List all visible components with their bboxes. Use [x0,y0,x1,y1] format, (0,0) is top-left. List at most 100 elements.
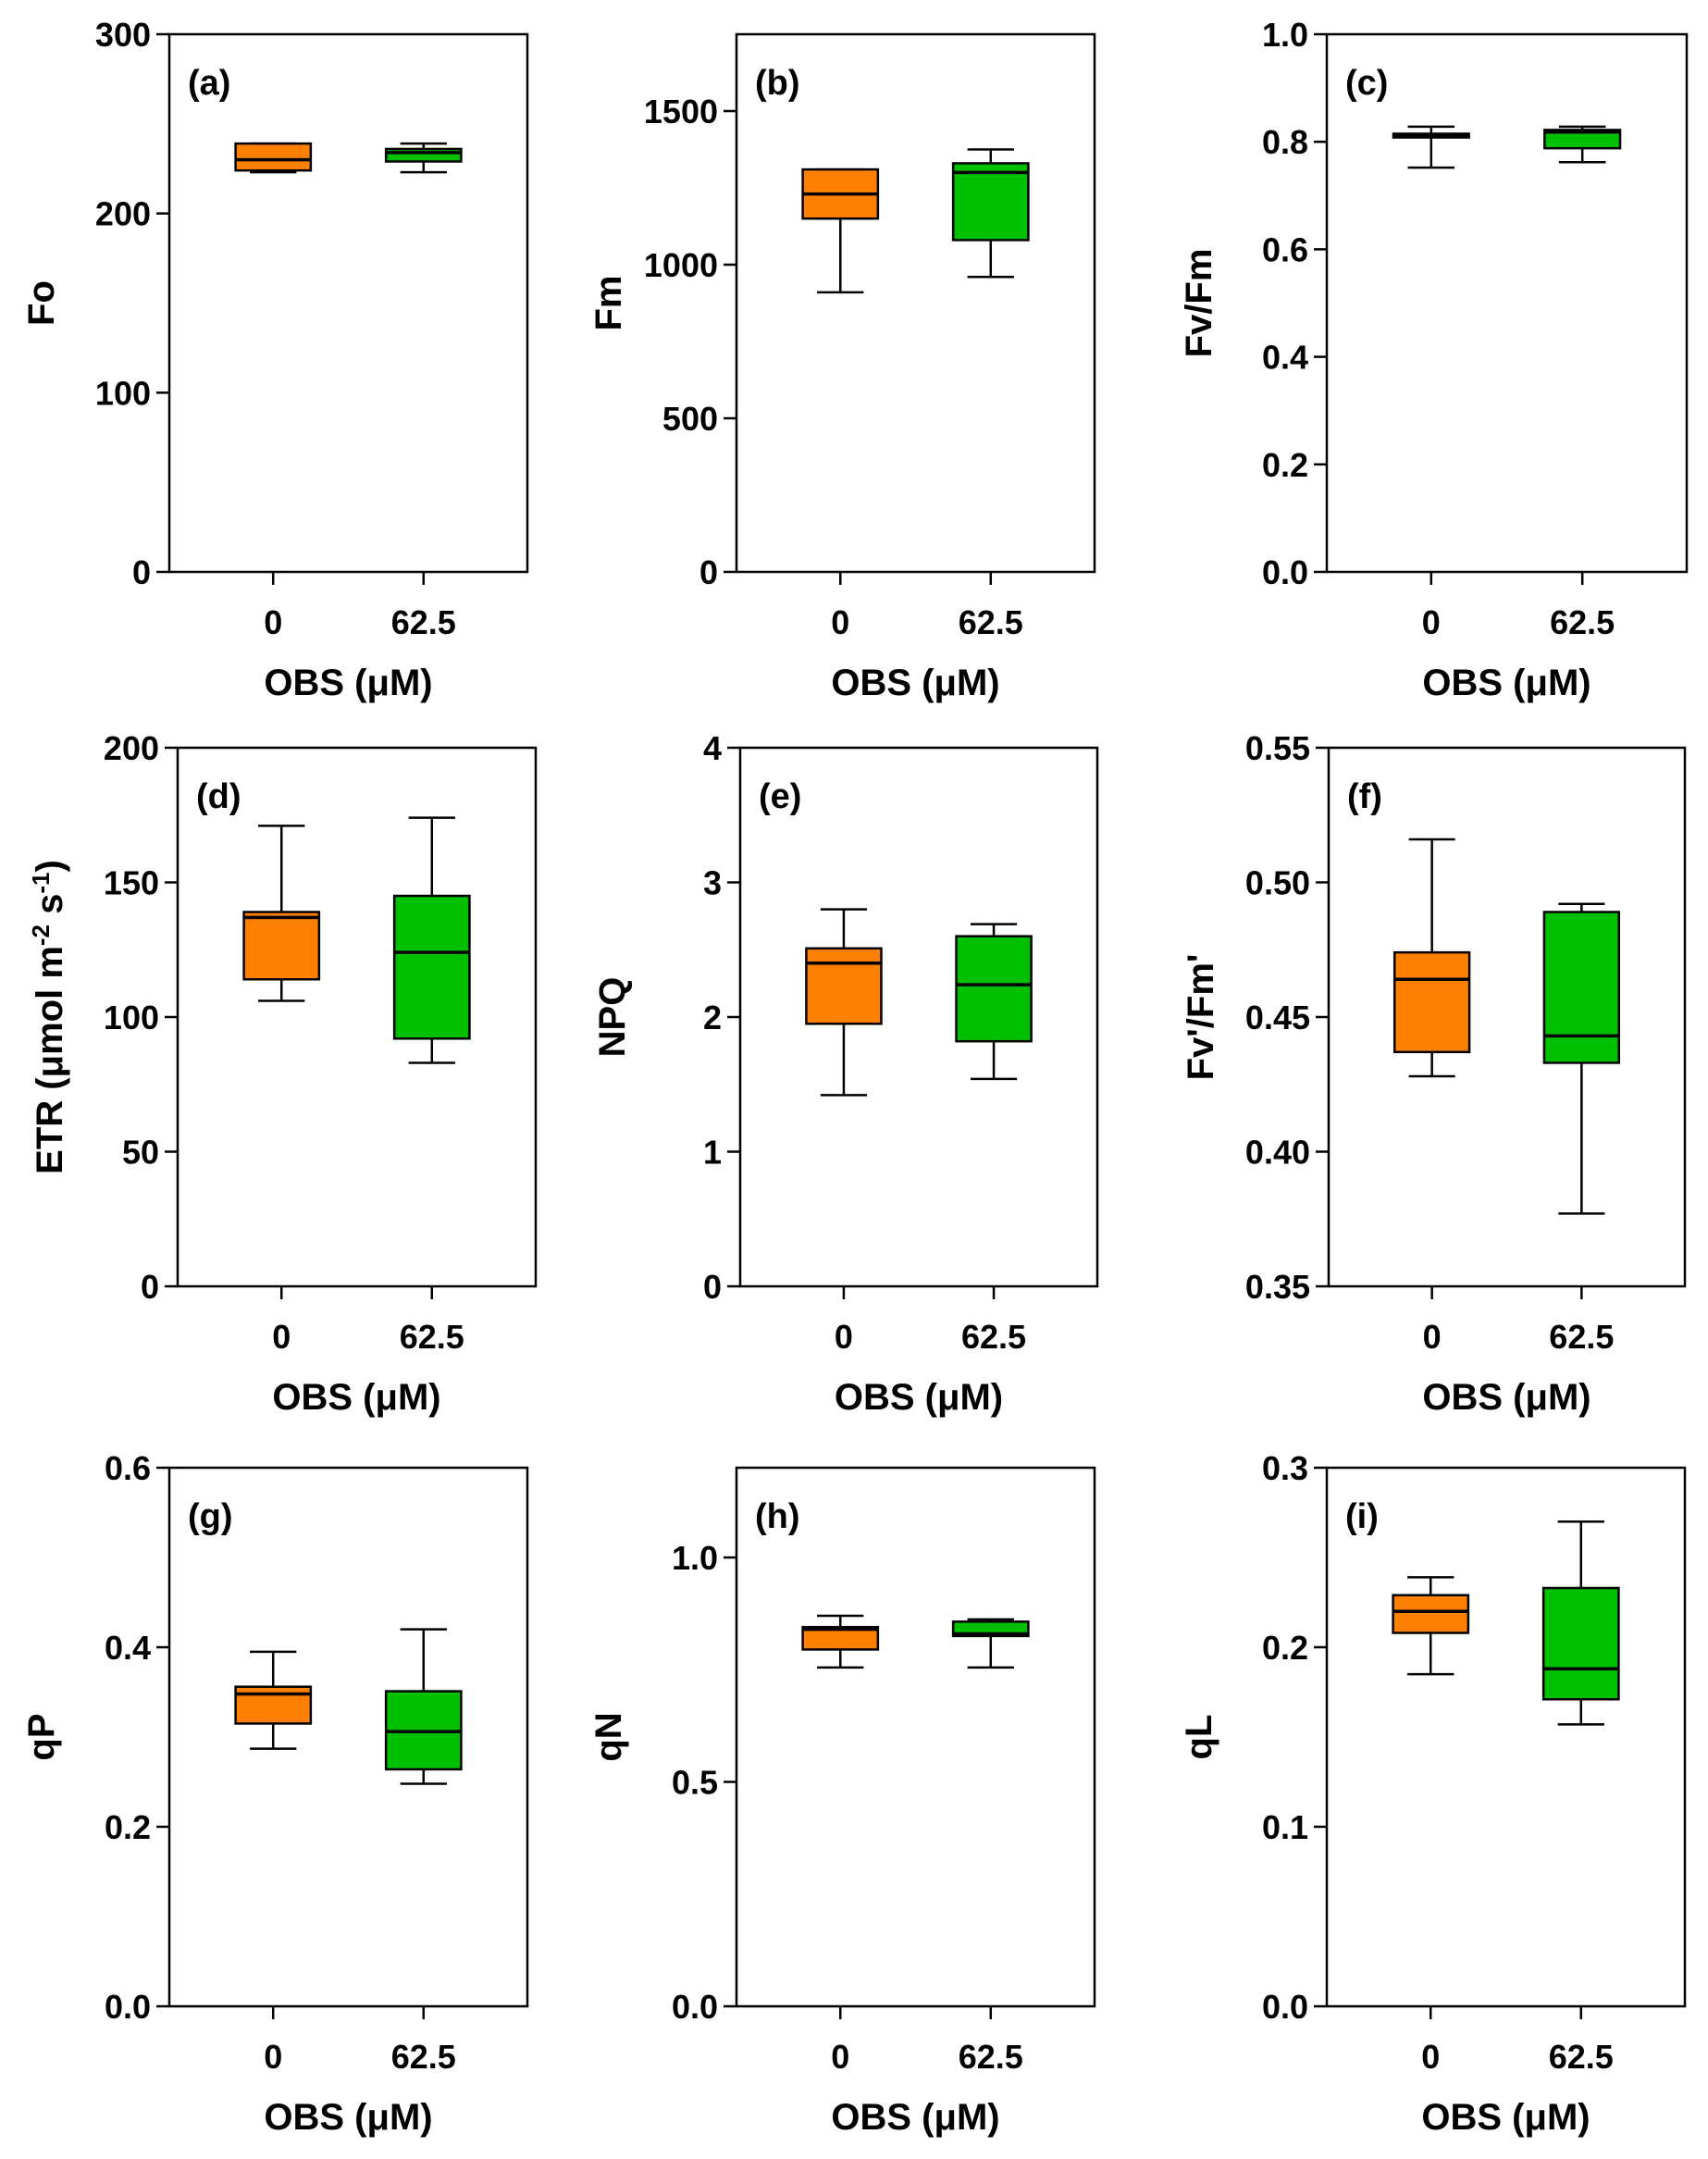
y-tick-label: 0.4 [105,1629,151,1667]
panel-7: 0.0 0.2 0.4 0.6 0 62.5 OBS (μM) qP (g) [21,1449,529,2138]
y-axis-label-part: ETR (μmol m [30,946,70,1174]
y-tick-label: 2 [703,999,722,1036]
box-62-5 [951,1618,1030,1669]
y-axis-label: qN [588,1712,629,1761]
iqr-box [1542,911,1621,1064]
panel-label: (i) [1345,1497,1379,1536]
panel-9: 0.0 0.1 0.2 0.3 0 62.5 OBS (μM) qL (i) [1179,1449,1687,2138]
box-62-5 [384,1628,463,1785]
box-62-5 [955,923,1033,1081]
y-tick-label: 0.2 [105,1808,151,1846]
y-tick-label: 3 [703,864,722,902]
plot-frame [1327,746,1687,1288]
box-0 [242,825,321,1002]
y-tick-label: 150 [104,864,159,902]
y-tick-label: 4 [703,729,722,767]
panel-label: (e) [759,777,801,816]
box-62-5 [1543,125,1622,164]
y-axis-label-part: -1 [27,873,55,894]
box-62-5 [392,816,471,1064]
iqr-box [234,142,313,172]
y-tick-label: 0 [699,553,718,591]
y-tick-label: 0 [703,1268,722,1306]
y-tick-label: 0.6 [1262,230,1308,268]
y-tick-label: 0.8 [1262,123,1308,161]
y-axis-label: Fo [21,280,62,326]
x-axis-label: OBS (μM) [1422,663,1590,703]
y-tick-label: 0.2 [1262,1629,1308,1667]
panel-3: 0.0 0.2 0.4 0.6 0.8 1.0 0 62.5 OBS (μM) Fv/Fm (c) [1179,16,1689,703]
box-62-5 [1541,1520,1620,1726]
x-tick-label: 62.5 [1549,1318,1614,1356]
x-tick-label: 62.5 [391,603,456,641]
x-tick-label: 0 [1422,603,1441,641]
y-axis-label: Fm [588,276,629,331]
x-tick-label: 62.5 [959,603,1023,641]
iqr-box [951,162,1030,242]
y-tick-label: 0.1 [1262,1808,1308,1846]
y-tick-label: 0.0 [672,1988,718,2026]
box-0 [1392,838,1471,1078]
x-tick-label: 0 [831,2038,849,2076]
y-tick-label: 50 [122,1134,159,1172]
box-0 [801,1614,880,1669]
y-tick-label: 100 [104,999,159,1036]
y-tick-label: 0.4 [1262,339,1308,377]
x-tick-label: 0 [831,603,849,641]
x-tick-label: 0 [264,603,282,641]
y-axis-label: qL [1179,1715,1219,1760]
plot-frame [167,1466,529,2008]
y-axis-label: Fv/Fm [1179,249,1219,358]
iqr-box [242,911,321,981]
y-tick-label: 0.2 [1262,446,1308,484]
y-tick-label: 0.35 [1245,1268,1310,1306]
plot-frame [735,1466,1096,2008]
box-0 [1392,125,1470,169]
x-axis-label: OBS (μM) [264,663,432,703]
iqr-box [392,894,471,1040]
box-0 [805,908,883,1097]
panel-label: (h) [755,1497,800,1536]
x-tick-label: 62.5 [391,2038,456,2076]
y-tick-label: 0.6 [105,1449,151,1487]
y-tick-label: 0.0 [105,1988,151,2026]
box-62-5 [951,148,1030,279]
y-tick-label: 0.0 [1262,553,1308,591]
y-axis-label: ETR (μmol m-2 s-1) [27,860,70,1174]
panel-8: 0.0 0.5 1.0 0 62.5 OBS (μM) qN (h) [588,1466,1096,2138]
panel-label: (b) [755,64,800,103]
y-tick-label: 1500 [644,93,718,130]
panel-5: 0 1 2 3 4 0 62.5 OBS (μM) NPQ (e) [592,729,1099,1418]
box-62-5 [384,142,463,174]
iqr-box [384,147,463,163]
y-tick-label: 0.50 [1245,864,1310,902]
y-tick-label: 200 [95,195,151,233]
plot-frame [738,746,1099,1288]
box-0 [234,1650,313,1750]
box-0 [1392,1576,1470,1676]
panel-6: 0.35 0.40 0.45 0.50 0.55 0 62.5 OBS (μM) Fv'/Fm'… [1181,729,1687,1418]
plot-frame [167,32,529,574]
y-tick-label: 0.0 [1262,1988,1308,2026]
panel-label: (c) [1345,64,1388,103]
x-axis-label: OBS (μM) [264,2097,432,2138]
x-tick-label: 62.5 [400,1318,464,1356]
iqr-box [1392,1594,1470,1634]
y-tick-label: 0.3 [1262,1449,1308,1487]
iqr-box [805,947,883,1025]
iqr-box [1543,129,1622,150]
y-tick-label: 300 [95,16,151,54]
y-axis-label-part: ) [30,860,70,872]
x-tick-label: 62.5 [959,2038,1023,2076]
y-tick-label: 0 [132,553,151,591]
y-tick-label: 100 [95,374,151,412]
iqr-box [955,935,1033,1043]
x-tick-label: 62.5 [1550,603,1615,641]
plot-frame [176,746,538,1288]
panel-1: 0 100 200 300 0 62.5 OBS (μM) Fo (a) [21,16,529,703]
y-tick-label: 1.0 [672,1539,718,1577]
plot-frame [735,32,1096,574]
panel-2: 0 500 1000 1500 0 62.5 OBS (μM) Fm (b) [588,32,1096,703]
y-axis-label: NPQ [592,977,633,1058]
panel-label: (d) [196,777,241,816]
